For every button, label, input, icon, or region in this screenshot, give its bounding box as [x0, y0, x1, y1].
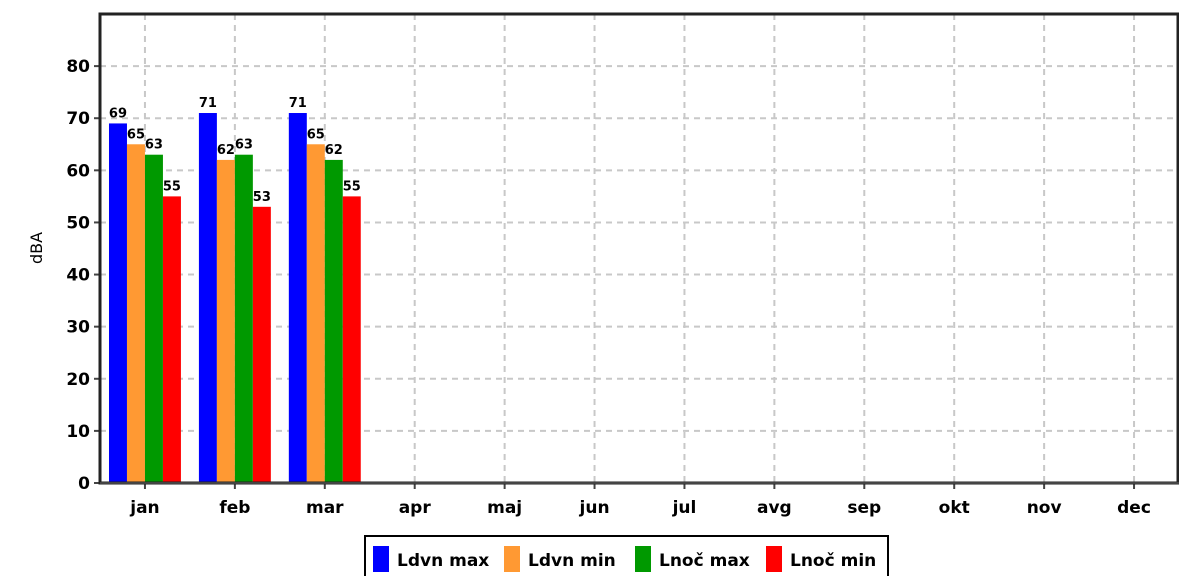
data-label: 65 — [307, 127, 325, 142]
bar — [306, 144, 325, 483]
data-label: 63 — [145, 138, 163, 153]
x-tick-label: jun — [579, 498, 610, 518]
x-tick-label: mar — [306, 498, 344, 518]
x-tick-label: okt — [939, 498, 970, 518]
x-tick-label: sep — [847, 498, 881, 518]
bar — [126, 144, 145, 483]
axes-layer: 0 10 20 30 40 50 60 70 80 jan feb mar apr maj jun jul av… — [66, 12, 1179, 518]
y-axis-label: dBA — [27, 232, 46, 264]
bar — [216, 159, 235, 483]
data-label: 71 — [199, 96, 217, 111]
legend-label: Ldvn max — [397, 551, 489, 571]
data-label: 65 — [127, 127, 145, 142]
y-tick-label: 70 — [66, 109, 90, 129]
x-tick-label: apr — [399, 498, 432, 518]
bar — [234, 154, 253, 483]
y-tick-label: 20 — [66, 370, 90, 390]
y-tick-label: 50 — [66, 213, 90, 233]
data-label: 69 — [109, 106, 127, 121]
bar — [288, 113, 307, 483]
bar — [108, 123, 127, 483]
x-tick-label: jan — [129, 498, 159, 518]
data-label: 55 — [343, 179, 361, 194]
x-tick-label: jul — [672, 498, 697, 518]
legend: Ldvn max Ldvn min Lnoč max Lnoč min — [364, 535, 889, 581]
bars-layer — [108, 113, 361, 484]
data-label: 71 — [289, 96, 307, 111]
x-tick-label: dec — [1117, 498, 1151, 518]
x-tick-label: feb — [219, 498, 250, 518]
bar — [198, 113, 217, 483]
y-tick-label: 30 — [66, 318, 90, 338]
legend-label: Lnoč min — [790, 551, 876, 571]
grid-layer — [100, 14, 1179, 483]
data-label: 55 — [163, 179, 181, 194]
data-label: 62 — [217, 143, 235, 158]
y-tick-label: 10 — [66, 422, 90, 442]
legend-swatch — [635, 546, 651, 572]
y-tick-label: 0 — [78, 474, 90, 494]
legend-swatch — [373, 546, 389, 572]
legend-label: Ldvn min — [528, 551, 616, 571]
bar — [324, 159, 343, 483]
x-tick-label: avg — [757, 498, 792, 518]
bar — [144, 154, 163, 483]
data-label: 53 — [253, 190, 271, 205]
y-tick-label: 80 — [66, 57, 90, 77]
y-tick-label: 60 — [66, 161, 90, 181]
x-tick-label: maj — [487, 498, 522, 518]
bar — [252, 206, 271, 484]
data-label: 62 — [325, 143, 343, 158]
bar — [162, 196, 181, 483]
x-tick-label: nov — [1027, 498, 1062, 518]
data-label: 63 — [235, 138, 253, 153]
legend-swatch — [766, 546, 782, 572]
legend-swatch — [504, 546, 520, 572]
y-tick-label: 40 — [66, 266, 90, 286]
legend-label: Lnoč max — [659, 551, 750, 571]
legend-box — [364, 535, 889, 581]
bar — [342, 196, 361, 483]
